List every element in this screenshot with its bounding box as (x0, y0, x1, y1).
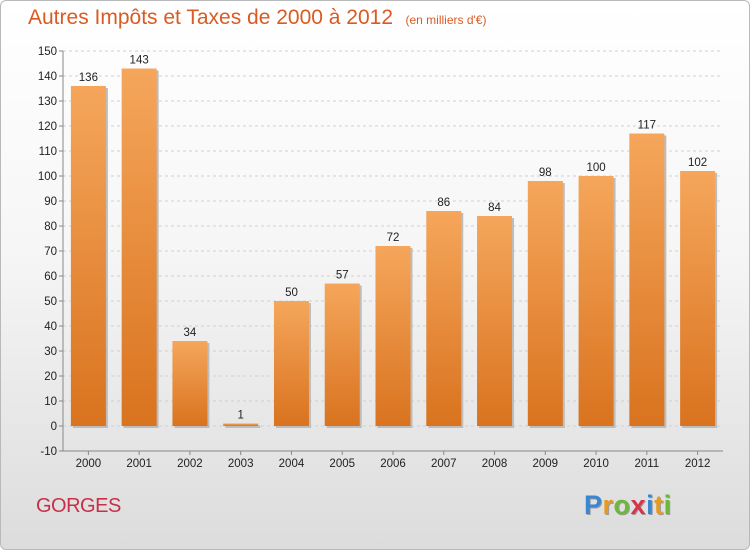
y-tick-label: 40 (44, 321, 57, 333)
proxiti-logo: Proxiti (584, 490, 672, 521)
data-label: 100 (586, 162, 605, 174)
logo-letter: t (654, 490, 664, 520)
bar (223, 423, 259, 426)
x-tick-label: 2008 (482, 458, 508, 470)
bar (70, 86, 106, 426)
logo-letter: i (646, 490, 655, 520)
x-tick-label: 2001 (126, 458, 152, 470)
data-label: 50 (285, 287, 298, 299)
y-tick-label: 110 (39, 146, 57, 158)
y-tick-label: 150 (38, 46, 57, 58)
logo-letter: o (613, 490, 631, 520)
logo-letter: x (630, 490, 647, 520)
x-tick-label: 2007 (431, 458, 457, 470)
bar (477, 216, 513, 426)
x-tick-label: 2005 (329, 458, 355, 470)
x-tick-label: 2003 (228, 458, 254, 470)
x-tick-label: 2006 (380, 458, 406, 470)
bar (121, 68, 157, 426)
x-tick-label: 2004 (279, 458, 305, 470)
bar-shadow (225, 425, 261, 428)
y-tick-label: 90 (44, 196, 57, 208)
data-label: 143 (130, 55, 149, 67)
data-label: 84 (488, 202, 501, 214)
y-tick-label: -10 (40, 446, 57, 458)
logo-letter: P (584, 490, 603, 520)
y-tick-label: 50 (44, 296, 57, 308)
y-tick-label: 130 (38, 96, 57, 108)
x-tick-label: 2012 (685, 458, 711, 470)
bar (680, 171, 716, 426)
y-tick-label: 60 (44, 271, 57, 283)
bar (426, 211, 462, 426)
y-tick-label: 10 (44, 396, 57, 408)
y-tick-label: 100 (38, 171, 57, 183)
data-label: 117 (638, 120, 656, 132)
bar (629, 133, 665, 426)
data-label: 136 (79, 72, 98, 84)
logo-letter: i (663, 490, 672, 520)
y-tick-label: 0 (51, 421, 57, 433)
axes: -100102030405060708090100110120130140150… (38, 46, 723, 470)
data-label: 57 (336, 270, 349, 282)
chart-title: Autres Impôts et Taxes de 2000 à 2012 (28, 6, 394, 29)
bar (172, 341, 208, 426)
data-label: 102 (688, 157, 707, 169)
data-label: 86 (437, 197, 450, 209)
bar (273, 301, 309, 426)
bar (527, 181, 563, 426)
bars: 136 143 34 1 50 57 72 86 84 98 100 117 102 (70, 55, 718, 428)
title-block: Autres Impôts et Taxes de 2000 à 2012 (e… (28, 6, 486, 30)
y-tick-label: 80 (44, 221, 57, 233)
data-label: 1 (237, 410, 243, 422)
data-label: 72 (387, 232, 400, 244)
x-tick-label: 2010 (583, 458, 609, 470)
y-tick-label: 140 (38, 71, 57, 83)
chart-subtitle: (en milliers d'€) (405, 13, 487, 27)
y-tick-label: 70 (44, 246, 57, 258)
data-label: 34 (184, 327, 197, 339)
y-tick-label: 120 (38, 121, 57, 133)
y-tick-label: 20 (44, 371, 57, 383)
x-tick-label: 2009 (533, 458, 559, 470)
bar (578, 176, 614, 426)
bar (324, 283, 360, 426)
commune-name: GORGES (36, 495, 121, 517)
data-label: 98 (539, 167, 552, 179)
x-tick-label: 2011 (634, 458, 659, 470)
y-tick-label: 30 (44, 346, 57, 358)
logo-letter: r (602, 490, 614, 520)
x-tick-label: 2002 (177, 458, 203, 470)
bar (375, 246, 411, 426)
x-tick-label: 2000 (76, 458, 102, 470)
